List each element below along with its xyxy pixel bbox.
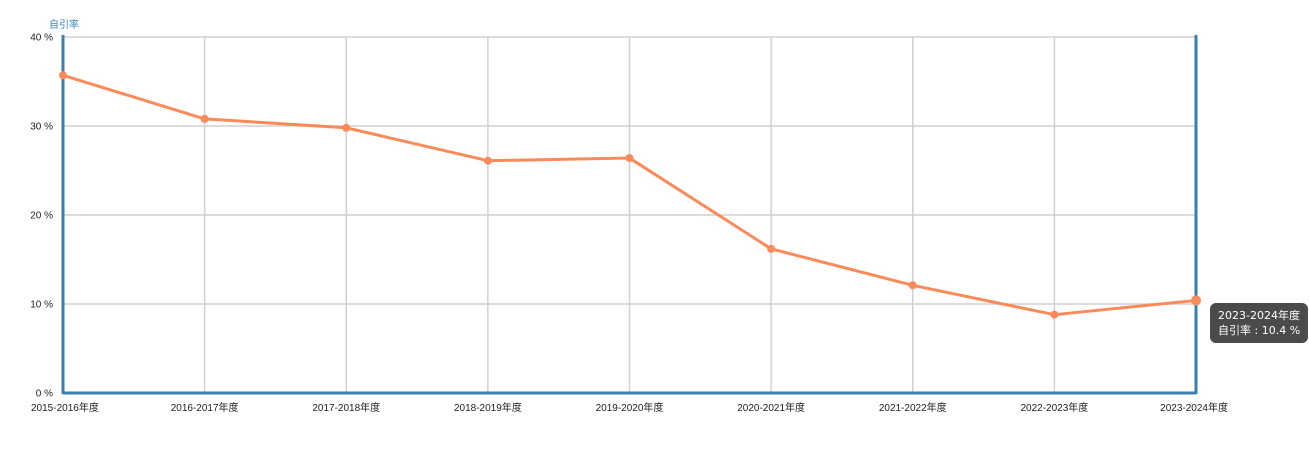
tooltip-series-label: 自引率 <box>1218 324 1251 337</box>
y-tick-label: 10 % <box>30 300 53 311</box>
tooltip-value-row: 自引率 : 10.4 % <box>1218 323 1300 338</box>
x-tick-label: 2017-2018年度 <box>312 401 380 414</box>
data-point[interactable] <box>908 281 917 290</box>
vertical-gridlines <box>203 37 1056 393</box>
axes <box>61 35 1198 395</box>
data-point[interactable] <box>625 154 634 163</box>
x-tick-label: 2018-2019年度 <box>454 401 522 414</box>
data-point[interactable] <box>483 156 492 165</box>
data-point[interactable] <box>1191 295 1201 306</box>
series-group <box>59 71 1201 319</box>
data-point[interactable] <box>767 244 776 253</box>
y-tick-label: 20 % <box>30 211 53 222</box>
data-point[interactable] <box>342 123 351 132</box>
x-tick-label: 2020-2021年度 <box>737 401 805 414</box>
data-point[interactable] <box>59 71 67 80</box>
y-tick-label: 0 % <box>36 389 53 400</box>
y-tick-label: 30 % <box>30 122 53 133</box>
x-tick-label: 2019-2020年度 <box>596 401 664 414</box>
x-tick-label: 2016-2017年度 <box>171 401 239 414</box>
tooltip-title: 2023-2024年度 <box>1218 309 1300 322</box>
data-point[interactable] <box>1050 310 1059 319</box>
x-tick-label: 2015-2016年度 <box>31 401 99 414</box>
data-point[interactable] <box>200 114 209 123</box>
tooltip: 2023-2024年度 自引率 : 10.4 % <box>1210 303 1309 343</box>
y-axis-title: 自引率 <box>49 18 79 31</box>
y-tick-label: 40 % <box>30 33 53 44</box>
tooltip-value: 10.4 % <box>1261 324 1301 337</box>
x-tick-label: 2023-2024年度 <box>1160 401 1228 414</box>
tooltip-separator: : <box>1251 324 1262 337</box>
y-axis-ticks: 0 % 10 % 20 % 30 % 40 % <box>30 33 53 400</box>
x-tick-label: 2022-2023年度 <box>1020 401 1088 414</box>
x-axis-ticks: 2015-2016年度 2016-2017年度 2017-2018年度 2018-20… <box>31 401 1228 414</box>
x-tick-label: 2021-2022年度 <box>879 401 947 414</box>
